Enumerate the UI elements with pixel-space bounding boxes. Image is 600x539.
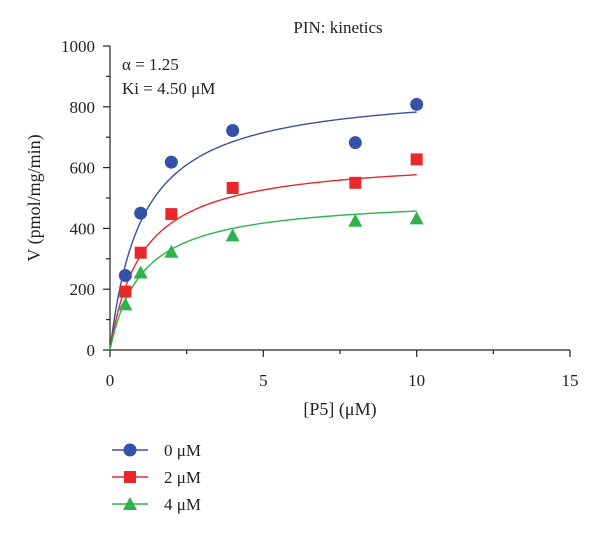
y-tick-label: 800 — [70, 98, 96, 117]
x-tick-label: 10 — [408, 371, 425, 390]
x-tick-label: 5 — [259, 371, 268, 390]
fit-curves — [109, 111, 417, 351]
data-point-series-1 — [134, 246, 147, 259]
data-points — [118, 97, 424, 311]
data-point-series-1 — [119, 285, 132, 298]
fit-curve-0 — [109, 111, 417, 351]
y-axis-label: V (pmol/mg/min) — [24, 134, 45, 261]
legend-label-0: 0 μM — [164, 441, 201, 460]
axes: 0 5 10 15 0 200 400 600 800 1000 — [61, 37, 579, 390]
data-point-series-2 — [409, 211, 424, 225]
legend-marker-0 — [123, 443, 137, 457]
data-point-series-2 — [348, 213, 363, 227]
chart-title: PIN: kinetics — [293, 18, 382, 37]
data-point-series-0 — [164, 155, 178, 169]
data-point-series-0 — [410, 97, 424, 111]
data-point-series-0 — [118, 269, 132, 283]
fit-curve-2 — [109, 210, 417, 351]
annotation-ki: Ki = 4.50 μM — [122, 79, 215, 98]
data-point-series-1 — [410, 153, 423, 166]
y-tick-label: 0 — [87, 341, 96, 360]
data-point-series-1 — [165, 208, 178, 221]
x-tick-label: 0 — [106, 371, 115, 390]
legend-marker-2 — [123, 497, 137, 510]
x-tick-label: 15 — [562, 371, 579, 390]
data-point-series-0 — [348, 136, 362, 150]
data-point-series-2 — [118, 297, 133, 311]
data-point-series-0 — [226, 124, 240, 138]
fit-curve-1 — [109, 174, 417, 351]
data-point-series-1 — [349, 176, 362, 189]
y-tick-label: 600 — [70, 159, 96, 178]
y-tick-label: 400 — [70, 219, 96, 238]
y-tick-label: 1000 — [61, 37, 95, 56]
legend-marker-1 — [124, 471, 136, 483]
data-point-series-2 — [225, 228, 240, 242]
data-point-series-1 — [226, 181, 239, 194]
x-axis-label: [P5] (μM) — [303, 399, 376, 420]
legend: 0 μM 2 μM 4 μM — [112, 441, 201, 514]
data-point-series-2 — [164, 244, 179, 258]
data-point-series-0 — [134, 206, 148, 220]
data-point-series-2 — [133, 265, 148, 279]
y-tick-label: 200 — [70, 280, 96, 299]
annotation-alpha: α = 1.25 — [122, 55, 179, 74]
legend-label-1: 2 μM — [164, 468, 201, 487]
legend-label-2: 4 μM — [164, 495, 201, 514]
